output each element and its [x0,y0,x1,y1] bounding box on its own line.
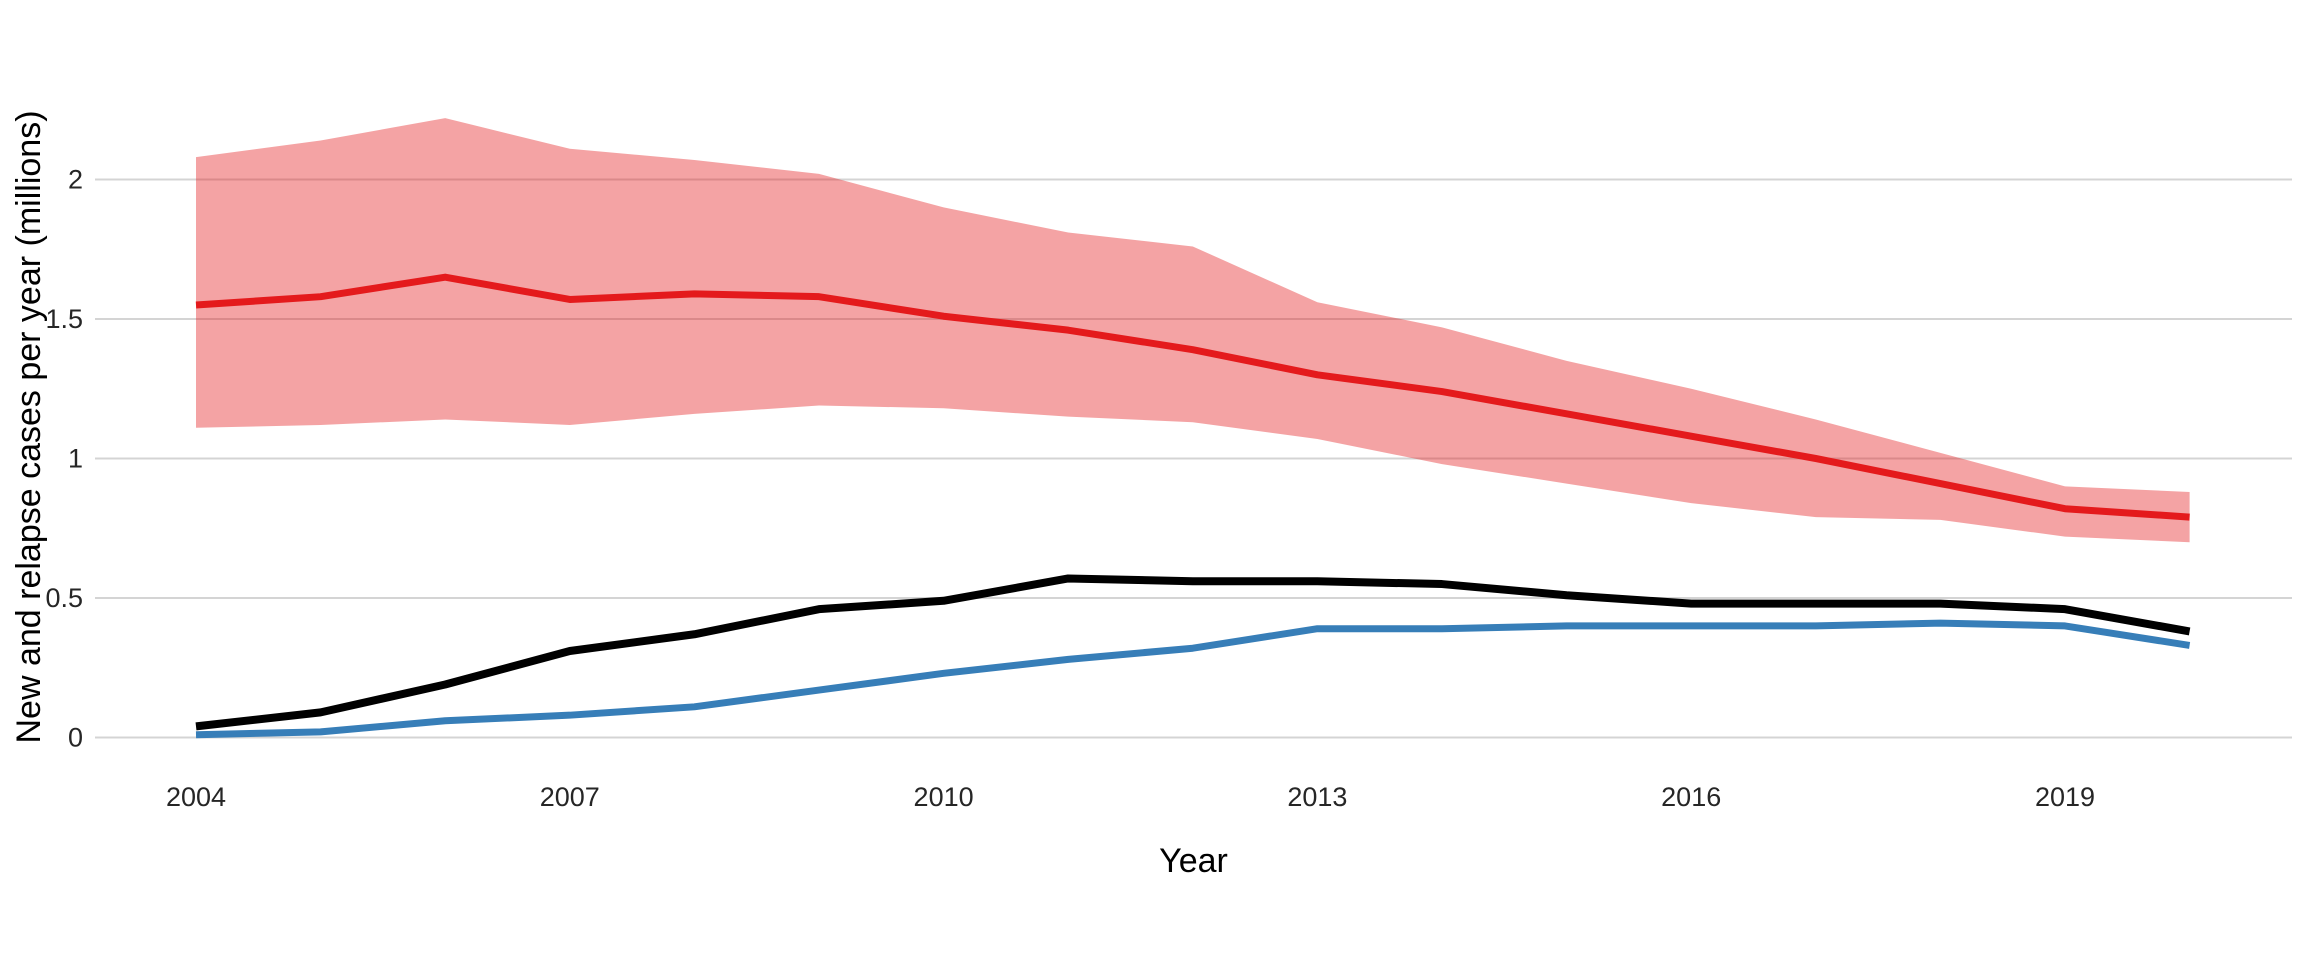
x-tick-label: 2010 [914,782,974,812]
x-tick-label: 2007 [540,782,600,812]
y-tick-label: 1 [68,444,83,474]
y-tick-label: 0 [68,723,83,753]
y-axis-tick-labels: 0 0.5 1 1.5 2 [45,165,83,753]
blue-line [195,619,2191,739]
x-axis-tick-labels: 2004 2007 2010 2013 2016 2019 [166,782,2095,812]
y-tick-label: 2 [68,165,83,195]
y-tick-label: 1.5 [45,304,83,334]
x-tick-label: 2013 [1287,782,1347,812]
y-tick-label: 0.5 [45,583,83,613]
x-tick-label: 2004 [166,782,226,812]
black-line [195,574,2191,731]
gridlines [95,178,2292,739]
red-estimate-line [195,273,2190,521]
x-axis-title: Year [1159,842,1228,880]
series-layer [195,273,2191,739]
x-tick-label: 2016 [1661,782,1721,812]
x-tick-label: 2019 [2035,782,2095,812]
uncertainty-band-layer [196,118,2190,543]
uncertainty-band [196,118,2190,543]
y-axis-title: New and relapse cases per year (millions… [10,110,48,743]
